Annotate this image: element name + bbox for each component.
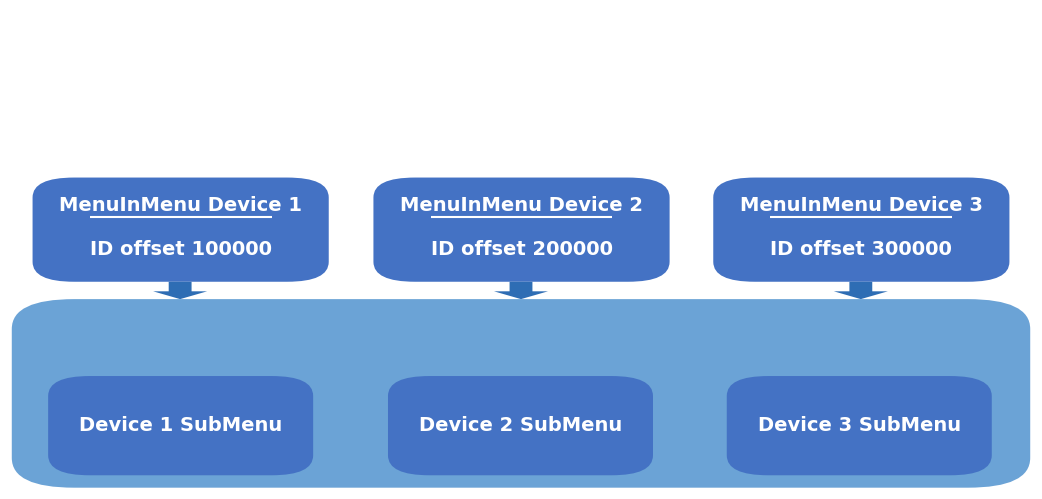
Text: ID offset 200000: ID offset 200000 <box>430 240 613 259</box>
Text: MenuInMenu Device 2: MenuInMenu Device 2 <box>400 196 643 216</box>
Text: Device 2 SubMenu: Device 2 SubMenu <box>419 416 622 435</box>
FancyBboxPatch shape <box>32 178 328 282</box>
Text: ID offset 300000: ID offset 300000 <box>770 240 952 259</box>
FancyBboxPatch shape <box>726 376 992 475</box>
FancyBboxPatch shape <box>48 376 314 475</box>
Text: MenuInMenu Device 3: MenuInMenu Device 3 <box>740 196 983 216</box>
Text: Device 3 SubMenu: Device 3 SubMenu <box>758 416 961 435</box>
Polygon shape <box>153 282 207 299</box>
FancyBboxPatch shape <box>373 178 670 282</box>
Polygon shape <box>494 282 548 299</box>
Text: ID offset 100000: ID offset 100000 <box>90 240 272 259</box>
FancyBboxPatch shape <box>11 299 1031 488</box>
Text: MenuInMenu Device 1: MenuInMenu Device 1 <box>59 196 302 216</box>
FancyBboxPatch shape <box>388 376 653 475</box>
Text: Device 1 SubMenu: Device 1 SubMenu <box>79 416 282 435</box>
FancyBboxPatch shape <box>714 178 1010 282</box>
Polygon shape <box>834 282 888 299</box>
